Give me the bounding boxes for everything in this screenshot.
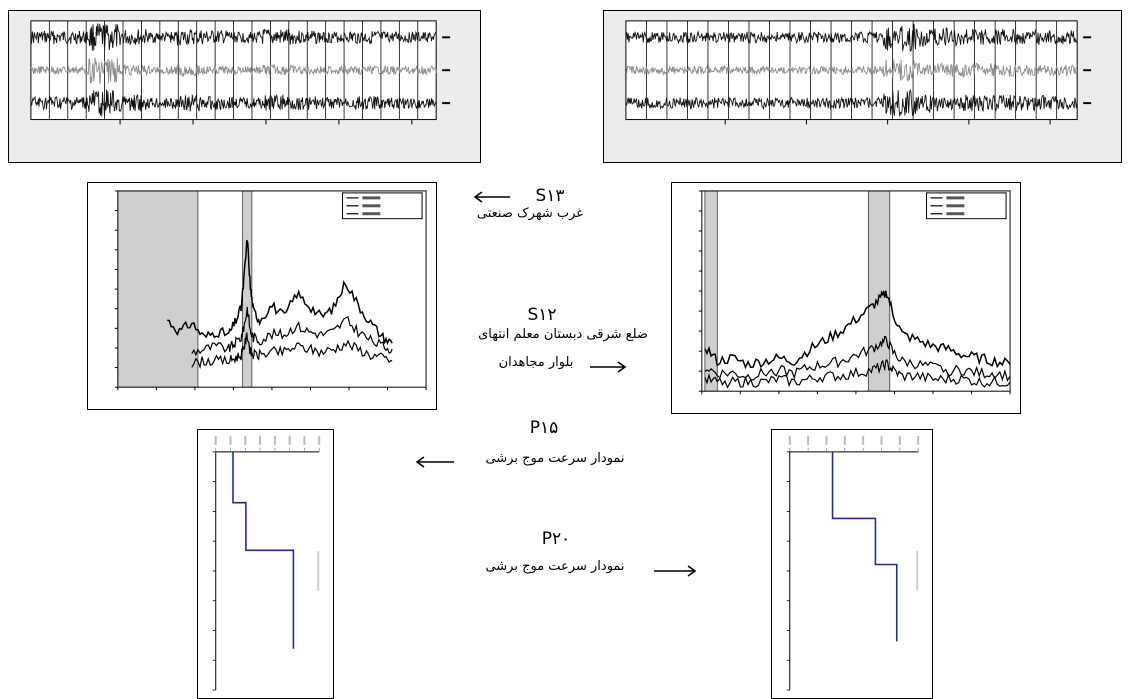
vs-profile-panel-left — [197, 429, 334, 699]
profile-x-tick-label — [273, 435, 276, 445]
arrow-right-icon — [654, 565, 697, 577]
hv-chart-left-svg — [114, 190, 427, 391]
vs-profile-left-svg — [212, 435, 321, 691]
profile-x-tick-label — [917, 435, 920, 445]
profile-x-tick-label — [244, 435, 247, 445]
station-s12-description-line1: ضلع شرقی دبستان معلم انتهای — [478, 327, 648, 342]
seismogram-trace — [625, 59, 1078, 82]
hv-series-line — [704, 358, 1011, 389]
profile-side-label — [317, 551, 320, 591]
station-s12-description-line2: بلوار مجاهدان — [498, 355, 574, 370]
hv-legend-entry — [946, 204, 965, 208]
profile-p15-name: نمودار سرعت موج برشی — [485, 451, 625, 466]
seismogram-trace — [30, 89, 437, 117]
hv-legend-entry — [362, 212, 381, 216]
profile-x-tick-label — [318, 435, 321, 445]
profile-p20-name: نمودار سرعت موج برشی — [485, 559, 625, 574]
seismogram-panel-right — [603, 10, 1122, 163]
station-s12-code: S۱۲ — [527, 305, 557, 325]
vs-profile-panel-right — [771, 429, 933, 699]
profile-x-tick-label — [807, 435, 810, 445]
seismogram-trace — [625, 23, 1078, 52]
vs-profile-right-svg — [786, 435, 920, 691]
hv-legend-entry — [946, 196, 965, 200]
seismogram-panel-left — [8, 10, 481, 163]
hv-series-line — [167, 239, 393, 346]
hv-shaded-band — [704, 190, 718, 392]
station-s13-code: S۱۳ — [535, 186, 565, 206]
profile-x-tick-label — [843, 435, 846, 445]
profile-x-tick-label — [862, 435, 865, 445]
profile-x-tick-label — [303, 435, 306, 445]
seismogram-left-svg — [30, 20, 451, 125]
arrow-right-icon — [590, 361, 627, 373]
profile-x-tick-label — [825, 435, 828, 445]
arrow-left-icon — [415, 456, 454, 468]
seismogram-trace — [30, 57, 437, 84]
profile-x-tick-label — [229, 435, 232, 445]
seismogram-trace — [30, 23, 437, 51]
seismogram-trace — [625, 88, 1078, 117]
profile-x-tick-label — [288, 435, 291, 445]
hv-legend-entry — [362, 196, 381, 200]
hv-chart-panel-left — [87, 182, 437, 410]
profile-side-label — [916, 551, 919, 591]
profile-p20-code: P۲۰ — [541, 529, 571, 549]
profile-x-tick-label — [898, 435, 901, 445]
profile-x-tick-label — [259, 435, 262, 445]
hv-series-line — [191, 306, 393, 357]
hv-shaded-band — [867, 190, 891, 392]
hv-series-line — [704, 290, 1011, 370]
hv-shaded-band — [117, 190, 199, 388]
profile-p15-code: P۱۵ — [529, 418, 559, 438]
profile-x-tick-label — [214, 435, 217, 445]
station-s13-name: غرب شهرک صنعتی — [476, 206, 584, 221]
profile-x-tick-label — [880, 435, 883, 445]
hv-legend-entry — [946, 212, 965, 216]
hv-chart-right-svg — [698, 190, 1011, 395]
hv-legend-entry — [362, 204, 381, 208]
profile-x-tick-label — [788, 435, 791, 445]
hv-series-line — [191, 331, 393, 370]
hv-chart-panel-right — [671, 182, 1021, 414]
hv-series-line — [704, 335, 1011, 382]
vs-profile-line — [232, 451, 295, 649]
vs-profile-line — [831, 451, 898, 642]
seismogram-right-svg — [625, 20, 1092, 125]
arrow-left-icon — [473, 191, 510, 203]
